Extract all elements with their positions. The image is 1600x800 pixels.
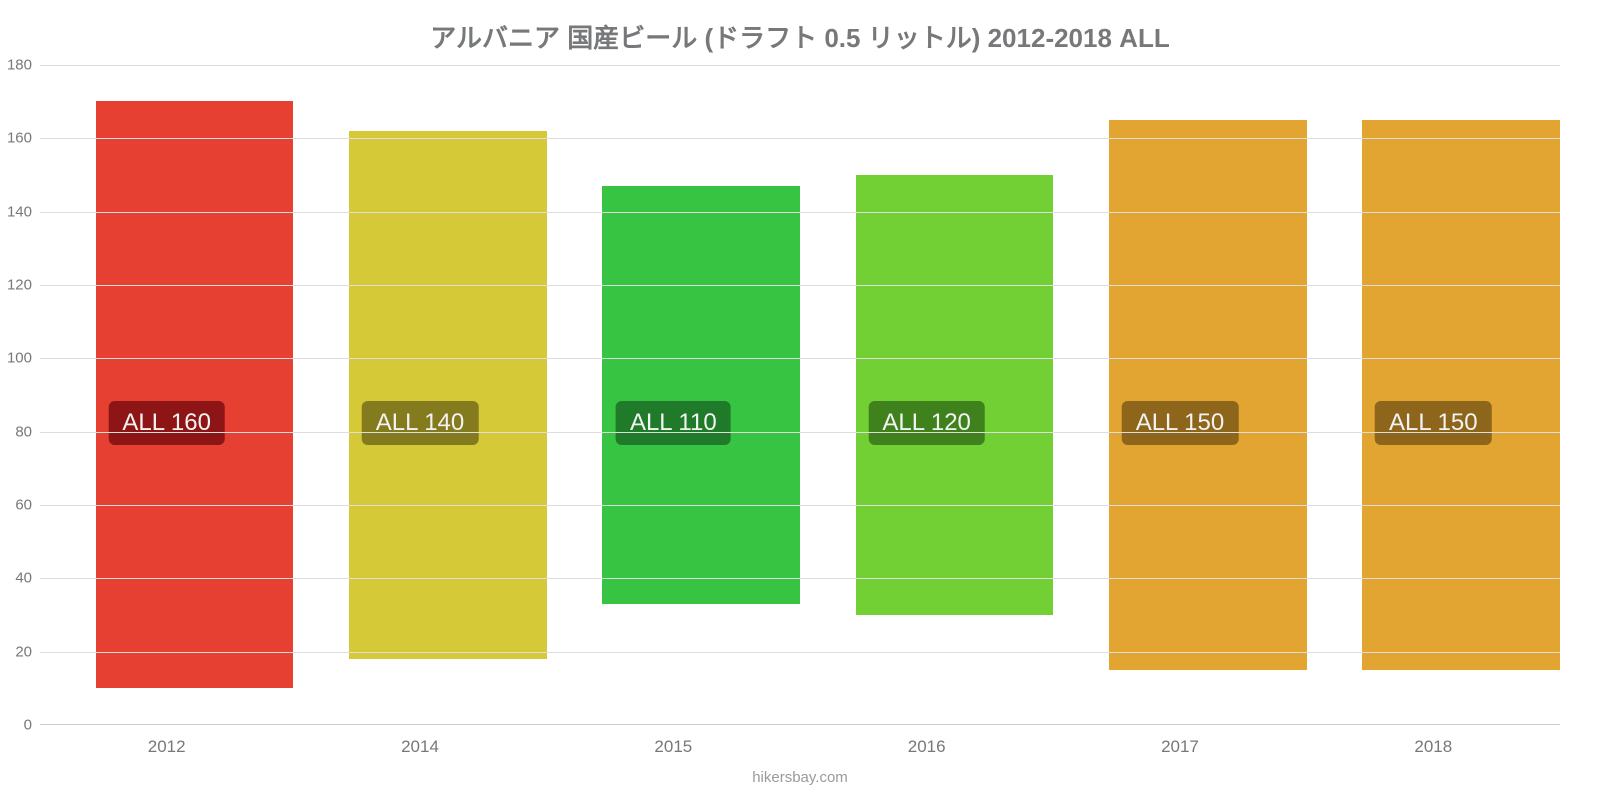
bar-slot: ALL 110: [547, 65, 800, 724]
attribution-text: hikersbay.com: [752, 769, 848, 786]
bar-slot: ALL 150: [1307, 65, 1560, 724]
gridline: [40, 138, 1560, 139]
gridline: [40, 652, 1560, 653]
bar: [96, 101, 294, 688]
value-badge: ALL 150: [1375, 401, 1492, 445]
bar: [1362, 120, 1560, 670]
gridline: [40, 212, 1560, 213]
x-tick-label: 2015: [547, 737, 800, 757]
y-tick-label: 180: [7, 57, 40, 74]
x-tick-label: 2018: [1307, 737, 1560, 757]
value-badge: ALL 140: [362, 401, 479, 445]
y-tick-label: 120: [7, 277, 40, 294]
gridline: [40, 285, 1560, 286]
bar-slot: ALL 150: [1053, 65, 1306, 724]
x-tick-label: 2014: [293, 737, 546, 757]
y-tick-label: 140: [7, 203, 40, 220]
plot-area: ALL 160 ALL 140 ALL 110 ALL 120 ALL 150 ALL 1…: [40, 65, 1560, 724]
value-badge: ALL 150: [1122, 401, 1239, 445]
chart-region: ALL 160 ALL 140 ALL 110 ALL 120 ALL 150 ALL 1…: [40, 65, 1560, 725]
chart-title: アルバニア 国産ビール (ドラフト 0.5 リットル) 2012-2018 AL…: [430, 18, 1169, 55]
bar-slot: ALL 140: [293, 65, 546, 724]
x-axis-labels: 201220142015201620172018: [40, 737, 1560, 757]
y-tick-label: 160: [7, 130, 40, 147]
value-badge: ALL 120: [868, 401, 985, 445]
bar-slot: ALL 120: [800, 65, 1053, 724]
y-tick-label: 80: [15, 423, 40, 440]
y-tick-label: 20: [15, 643, 40, 660]
x-tick-label: 2012: [40, 737, 293, 757]
gridline: [40, 358, 1560, 359]
value-badge: ALL 160: [108, 401, 225, 445]
bar: [602, 186, 800, 604]
y-tick-label: 0: [24, 717, 40, 734]
bar: [856, 175, 1054, 615]
x-tick-label: 2017: [1053, 737, 1306, 757]
bar: [1109, 120, 1307, 670]
gridline: [40, 505, 1560, 506]
y-tick-label: 40: [15, 570, 40, 587]
x-tick-label: 2016: [800, 737, 1053, 757]
value-badge: ALL 110: [616, 401, 731, 445]
bar-slot: ALL 160: [40, 65, 293, 724]
y-tick-label: 60: [15, 497, 40, 514]
gridline: [40, 578, 1560, 579]
gridline: [40, 65, 1560, 66]
gridline: [40, 432, 1560, 433]
y-tick-label: 100: [7, 350, 40, 367]
